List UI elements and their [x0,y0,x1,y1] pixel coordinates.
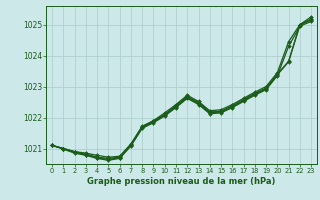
X-axis label: Graphe pression niveau de la mer (hPa): Graphe pression niveau de la mer (hPa) [87,177,276,186]
